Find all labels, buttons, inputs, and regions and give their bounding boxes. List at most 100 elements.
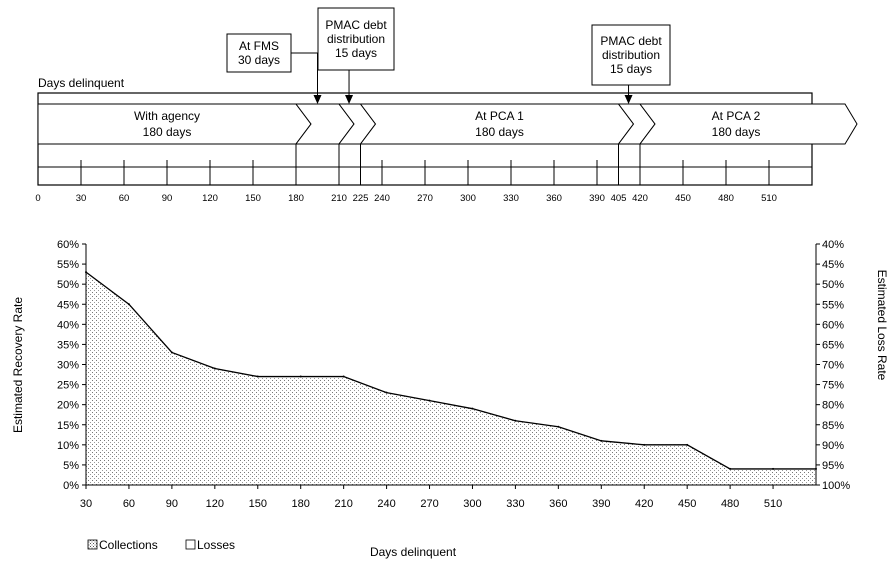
timeline-tick-label-150: 150	[245, 193, 261, 204]
timeline-diagram: Days delinquent With agency 180 days At PC…	[35, 7, 858, 204]
x-tick-label-390: 390	[592, 498, 610, 510]
data-point-120	[213, 367, 216, 370]
x-tick-label-30: 30	[80, 498, 92, 510]
timeline-tick-label-450: 450	[675, 193, 691, 204]
y-tick-label-right-9: 55%	[822, 299, 844, 311]
y-tick-label-left-12: 60%	[57, 239, 79, 251]
timeline-tick-label-240: 240	[374, 193, 390, 204]
segment-duration-3: 180 days	[475, 125, 524, 139]
segment-label-3: At PCA 1	[475, 109, 524, 123]
data-point-60	[127, 303, 130, 306]
legend-swatch-collections	[87, 539, 98, 550]
legend-label-collections: Collections	[99, 538, 158, 552]
y-tick-label-right-3: 85%	[822, 420, 844, 432]
timeline-tick-label-300: 300	[460, 193, 476, 204]
x-tick-label-510: 510	[764, 498, 782, 510]
y-tick-label-right-6: 70%	[822, 360, 844, 372]
x-tick-label-120: 120	[206, 498, 224, 510]
y-tick-label-right-1: 95%	[822, 460, 844, 472]
x-axis-title: Days delinquent	[370, 545, 457, 559]
x-tick-label-90: 90	[166, 498, 178, 510]
y-tick-label-left-6: 30%	[57, 360, 79, 372]
x-tick-label-330: 330	[506, 498, 524, 510]
collections-area	[86, 272, 816, 485]
data-point-90	[170, 351, 173, 354]
legend: Collections Losses	[87, 538, 235, 552]
callout-box-0	[226, 33, 292, 73]
data-point-240	[385, 391, 388, 394]
callout-2-line-0: PMAC debt	[600, 34, 662, 48]
y-tick-label-left-0: 0%	[63, 480, 79, 492]
timeline-tick-label-210: 210	[331, 193, 347, 204]
x-tick-label-270: 270	[420, 498, 438, 510]
y-tick-label-right-12: 40%	[822, 239, 844, 251]
data-point-480	[729, 467, 732, 470]
callout-box-1	[317, 7, 395, 71]
y-tick-label-left-8: 40%	[57, 319, 79, 331]
timeline-tick-label-510: 510	[761, 193, 777, 204]
timeline-tick-label-480: 480	[718, 193, 734, 204]
segment-duration-5: 180 days	[712, 125, 761, 139]
timeline-segment-5	[639, 103, 858, 145]
y-tick-label-left-11: 55%	[57, 259, 79, 271]
timeline-tick-label-420: 420	[632, 193, 648, 204]
y-tick-label-left-2: 10%	[57, 440, 79, 452]
timeline-tick-label-390: 390	[589, 193, 605, 204]
callout-arrow-2	[624, 95, 633, 104]
y-tick-label-left-5: 25%	[57, 380, 79, 392]
segment-duration-0: 180 days	[143, 125, 192, 139]
timeline-tick-label-360: 360	[546, 193, 562, 204]
data-point-510	[772, 467, 775, 470]
data-point-450	[686, 443, 689, 446]
y-tick-label-right-11: 45%	[822, 259, 844, 271]
x-tick-label-150: 150	[249, 498, 267, 510]
y-tick-label-right-10: 50%	[822, 279, 844, 291]
y-tick-label-left-3: 15%	[57, 420, 79, 432]
timeline-tick-label-405: 405	[611, 193, 627, 204]
x-tick-label-360: 360	[549, 498, 567, 510]
x-tick-label-210: 210	[334, 498, 352, 510]
callout-1-line-1: distribution	[327, 32, 385, 46]
x-tick-label-450: 450	[678, 498, 696, 510]
y-tick-label-right-7: 65%	[822, 339, 844, 351]
timeline-tick-label-0: 0	[35, 193, 40, 204]
x-tick-label-60: 60	[123, 498, 135, 510]
timeline-title: Days delinquent	[38, 76, 125, 90]
callout-box-2	[591, 24, 671, 86]
recovery-area-chart: 0% 100% 5% 95% 10% 90% 15% 85% 20% 80% 25% 75% 30% 70…	[11, 239, 889, 559]
timeline-tick-label-225: 225	[353, 193, 369, 204]
x-tick-label-240: 240	[377, 498, 395, 510]
data-point-150	[256, 375, 259, 378]
timeline-tick-label-330: 330	[503, 193, 519, 204]
y-tick-label-right-5: 75%	[822, 380, 844, 392]
data-point-270	[428, 399, 431, 402]
data-point-360	[557, 425, 560, 428]
callout-1-line-2: 15 days	[335, 46, 377, 60]
y-tick-label-right-2: 90%	[822, 440, 844, 452]
timeline-tick-label-30: 30	[76, 193, 87, 204]
y-tick-label-right-4: 80%	[822, 400, 844, 412]
callout-arrow-0	[313, 95, 322, 104]
data-point-390	[600, 439, 603, 442]
timeline-tick-label-90: 90	[162, 193, 173, 204]
x-tick-label-300: 300	[463, 498, 481, 510]
x-tick-label-180: 180	[292, 498, 310, 510]
timeline-tick-label-60: 60	[119, 193, 130, 204]
segment-label-5: At PCA 2	[712, 109, 761, 123]
y-tick-label-right-0: 100%	[822, 480, 850, 492]
timeline-tick-label-120: 120	[202, 193, 218, 204]
y-axis-title-right: Estimated Loss Rate	[875, 270, 889, 381]
x-tick-label-480: 480	[721, 498, 739, 510]
data-point-180	[299, 375, 302, 378]
y-tick-label-left-1: 5%	[63, 460, 79, 472]
callout-0-line-0: At FMS	[239, 39, 279, 53]
y-tick-label-left-9: 45%	[57, 299, 79, 311]
y-tick-label-left-4: 20%	[57, 400, 79, 412]
callout-1-line-0: PMAC debt	[325, 18, 387, 32]
y-axis-title-left: Estimated Recovery Rate	[11, 297, 25, 433]
data-point-210	[342, 375, 345, 378]
callout-arrow-1	[345, 95, 354, 104]
callout-0-line-1: 30 days	[238, 53, 280, 67]
data-point-420	[643, 443, 646, 446]
